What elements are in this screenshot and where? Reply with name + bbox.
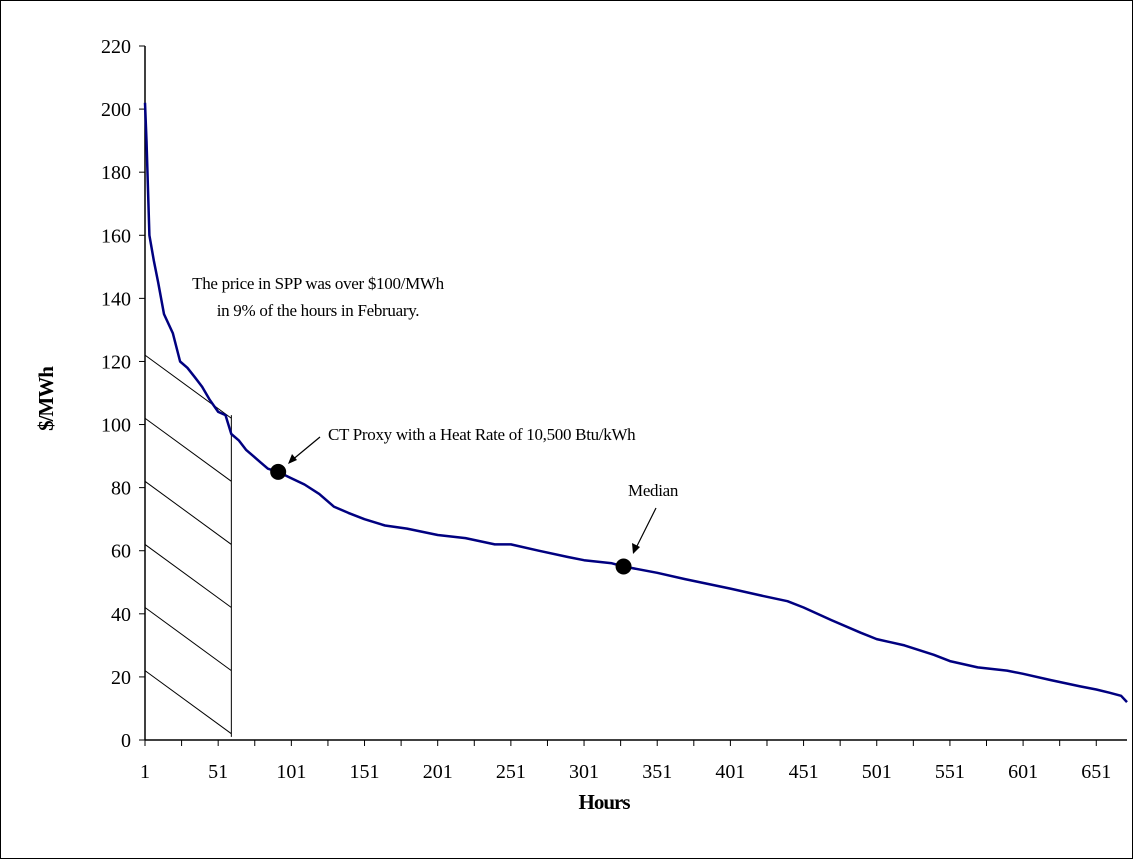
series-group bbox=[143, 102, 1128, 703]
y-ticks: 0 20 40 60 80 100 120 140 160 180 200 220 bbox=[101, 36, 145, 752]
ct-proxy-arrow bbox=[288, 436, 321, 464]
x-tick-label: 551 bbox=[935, 761, 965, 783]
x-tick-label: 201 bbox=[423, 761, 453, 783]
x-tick-label: 601 bbox=[1008, 761, 1038, 783]
hatch-line bbox=[144, 607, 232, 672]
x-tick-label: 151 bbox=[350, 761, 380, 783]
y-tick-label: 60 bbox=[111, 541, 131, 563]
x-tick-label: 101 bbox=[276, 761, 306, 783]
x-tick-label: 1 bbox=[140, 761, 150, 783]
shaded-note-line1: The price in SPP was over $100/MWh bbox=[192, 274, 444, 293]
y-tick-label: 120 bbox=[101, 351, 131, 373]
y-tick-label: 200 bbox=[101, 99, 131, 121]
y-tick-label: 160 bbox=[101, 225, 131, 247]
markers bbox=[270, 463, 632, 575]
y-tick-label: 80 bbox=[111, 478, 131, 500]
x-tick-label: 651 bbox=[1081, 761, 1111, 783]
hatch-line bbox=[144, 544, 232, 608]
ct-proxy-label: CT Proxy with a Heat Rate of 10,500 Btu/… bbox=[328, 425, 636, 444]
y-tick-label: 0 bbox=[121, 730, 131, 752]
hatch-line bbox=[144, 354, 232, 419]
x-tick-label: 451 bbox=[789, 761, 819, 783]
x-tick-label: 501 bbox=[862, 761, 892, 783]
shaded-note-line2: in 9% of the hours in February. bbox=[217, 301, 420, 320]
median-arrow bbox=[632, 507, 657, 554]
median-marker bbox=[615, 558, 632, 575]
y-tick-label: 140 bbox=[101, 288, 131, 310]
y-tick-label: 220 bbox=[101, 36, 131, 58]
y-tick-label: 40 bbox=[111, 604, 131, 626]
x-tick-label: 301 bbox=[569, 761, 599, 783]
hatch-line bbox=[144, 480, 232, 545]
median-label: Median bbox=[628, 481, 679, 500]
price-duration-line bbox=[143, 102, 1128, 703]
y-tick-label: 100 bbox=[101, 415, 131, 437]
x-tick-label: 401 bbox=[715, 761, 745, 783]
y-axis-title: $/MWh bbox=[34, 366, 58, 431]
x-tick-label: 351 bbox=[642, 761, 672, 783]
y-tick-label: 20 bbox=[111, 667, 131, 689]
y-tick-label: 180 bbox=[101, 162, 131, 184]
hatched-region bbox=[144, 354, 232, 737]
hatch-line bbox=[144, 670, 232, 735]
x-tick-label: 251 bbox=[496, 761, 526, 783]
x-ticks: 1 51 101 151 201 251 301 351 401 451 501 551 601 651 bbox=[140, 740, 1111, 783]
x-tick-label: 51 bbox=[208, 761, 228, 783]
x-axis-title: Hours bbox=[578, 790, 630, 814]
ct-proxy-marker bbox=[270, 463, 287, 480]
hatch-line bbox=[144, 417, 232, 482]
axes bbox=[144, 46, 1127, 741]
